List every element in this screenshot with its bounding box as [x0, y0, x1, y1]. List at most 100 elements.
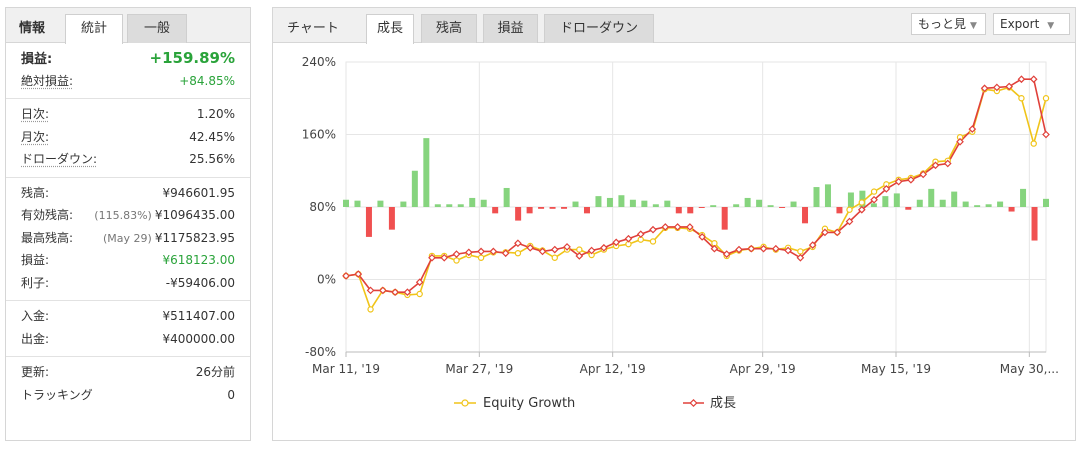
- growth-point: [931, 161, 940, 170]
- x-tick-label: May 30,...: [1000, 362, 1059, 376]
- tab-profit[interactable]: 損益: [483, 14, 538, 43]
- growth-point: [575, 252, 584, 260]
- growth-point: [440, 253, 449, 262]
- export-button[interactable]: Export ▼: [993, 13, 1070, 35]
- info-tab-bar: 情報 統計 一般: [6, 8, 250, 44]
- bar: [538, 207, 545, 209]
- growth-point: [538, 247, 547, 256]
- growth-point: [784, 246, 792, 255]
- info-row-value: 25.56%: [189, 152, 235, 166]
- growth-point: [428, 253, 436, 262]
- growth-point: [980, 84, 989, 93]
- bar: [492, 207, 499, 214]
- bar: [824, 184, 831, 207]
- bar: [480, 199, 487, 207]
- equity-growth-point: [797, 248, 804, 255]
- growth-point: [673, 223, 682, 231]
- equity-growth-point: [514, 250, 522, 257]
- info-row-value-wrap: 25.56%: [189, 148, 235, 171]
- info-row-value-wrap: ¥946601.95: [162, 182, 235, 205]
- growth-point: [354, 270, 363, 278]
- bar: [675, 207, 682, 214]
- info-row-value-wrap: ¥400000.00: [162, 328, 235, 351]
- bar: [836, 207, 843, 214]
- info-group: 入金: ¥511407.00 出金: ¥400000.00: [6, 301, 250, 357]
- growth-point: [489, 247, 498, 256]
- bar: [629, 199, 636, 207]
- info-row: 絶対損益: +84.85%: [21, 70, 235, 93]
- bar: [652, 204, 659, 207]
- growth-point: [514, 239, 522, 248]
- growth-point: [907, 175, 915, 184]
- tab-balance[interactable]: 残高: [421, 14, 477, 43]
- info-row: 出金: ¥400000.00: [21, 328, 235, 351]
- bar: [870, 203, 877, 207]
- equity-growth-point: [649, 238, 657, 245]
- info-row: 更新: 26分前: [21, 361, 235, 384]
- info-row-label: 月次:: [21, 129, 50, 144]
- bar: [664, 200, 671, 207]
- growth-point: [587, 246, 596, 255]
- bar: [847, 192, 854, 207]
- bar: [561, 207, 568, 209]
- info-row: 日次: 1.20%: [21, 103, 235, 126]
- growth-line: [345, 78, 1047, 293]
- tab-growth[interactable]: 成長: [366, 14, 414, 44]
- growth-point: [735, 245, 743, 254]
- equity-growth-point: [870, 188, 878, 195]
- growth-point: [993, 83, 1001, 92]
- tab-general[interactable]: 一般: [127, 14, 187, 43]
- bar: [916, 199, 923, 207]
- x-tick-label: May 15, '19: [861, 362, 931, 376]
- info-row-value: ¥946601.95: [162, 185, 235, 200]
- bar: [411, 170, 418, 207]
- more-button[interactable]: もっと見 ▼: [911, 13, 986, 35]
- bar: [343, 199, 349, 207]
- bar: [790, 201, 797, 207]
- bar: [595, 196, 602, 207]
- growth-point: [1042, 130, 1050, 139]
- info-group: 更新: 26分前 トラッキング 0: [6, 357, 250, 412]
- growth-point: [1029, 75, 1038, 84]
- info-row-label: 絶対損益:: [21, 73, 74, 88]
- bar: [779, 207, 786, 208]
- bar: [710, 205, 717, 207]
- bar: [893, 193, 900, 207]
- growth-point: [698, 233, 706, 241]
- growth-point: [501, 249, 510, 258]
- growth-point: [600, 243, 608, 252]
- bar: [687, 207, 694, 214]
- growth-point: [624, 234, 633, 243]
- info-row-label: 有効残高:: [21, 208, 74, 222]
- growth-point: [710, 244, 719, 253]
- bar: [606, 197, 613, 207]
- equity-growth-point: [1030, 140, 1037, 147]
- equity-growth-point: [453, 257, 460, 264]
- info-row: トラッキング 0: [21, 384, 235, 407]
- growth-point: [550, 245, 559, 254]
- growth-point: [747, 244, 756, 253]
- equity-growth-point: [1018, 95, 1025, 102]
- x-tick-label: Apr 12, '19: [580, 362, 646, 376]
- bar: [974, 205, 981, 207]
- equity-growth-line: [345, 86, 1047, 312]
- info-row: 月次: 42.45%: [21, 126, 235, 149]
- equity-growth-point: [367, 306, 374, 313]
- bar: [423, 138, 430, 207]
- tab-stats[interactable]: 統計: [65, 14, 123, 44]
- growth-point: [759, 244, 768, 253]
- growth-point: [943, 159, 952, 168]
- info-row-value: ¥511407.00: [162, 309, 235, 323]
- bar: [549, 207, 556, 209]
- bar: [515, 207, 522, 221]
- growth-point: [415, 278, 424, 287]
- more-button-label: もっと見: [918, 17, 967, 31]
- info-row-value: ¥400000.00: [162, 331, 235, 346]
- tab-drawdown[interactable]: ドローダウン: [544, 14, 654, 43]
- bar: [767, 205, 774, 207]
- growth-point: [661, 223, 670, 231]
- bar: [572, 201, 579, 207]
- y-tick-label: 0%: [317, 273, 336, 287]
- growth-point: [452, 250, 461, 258]
- growth-point: [919, 170, 928, 179]
